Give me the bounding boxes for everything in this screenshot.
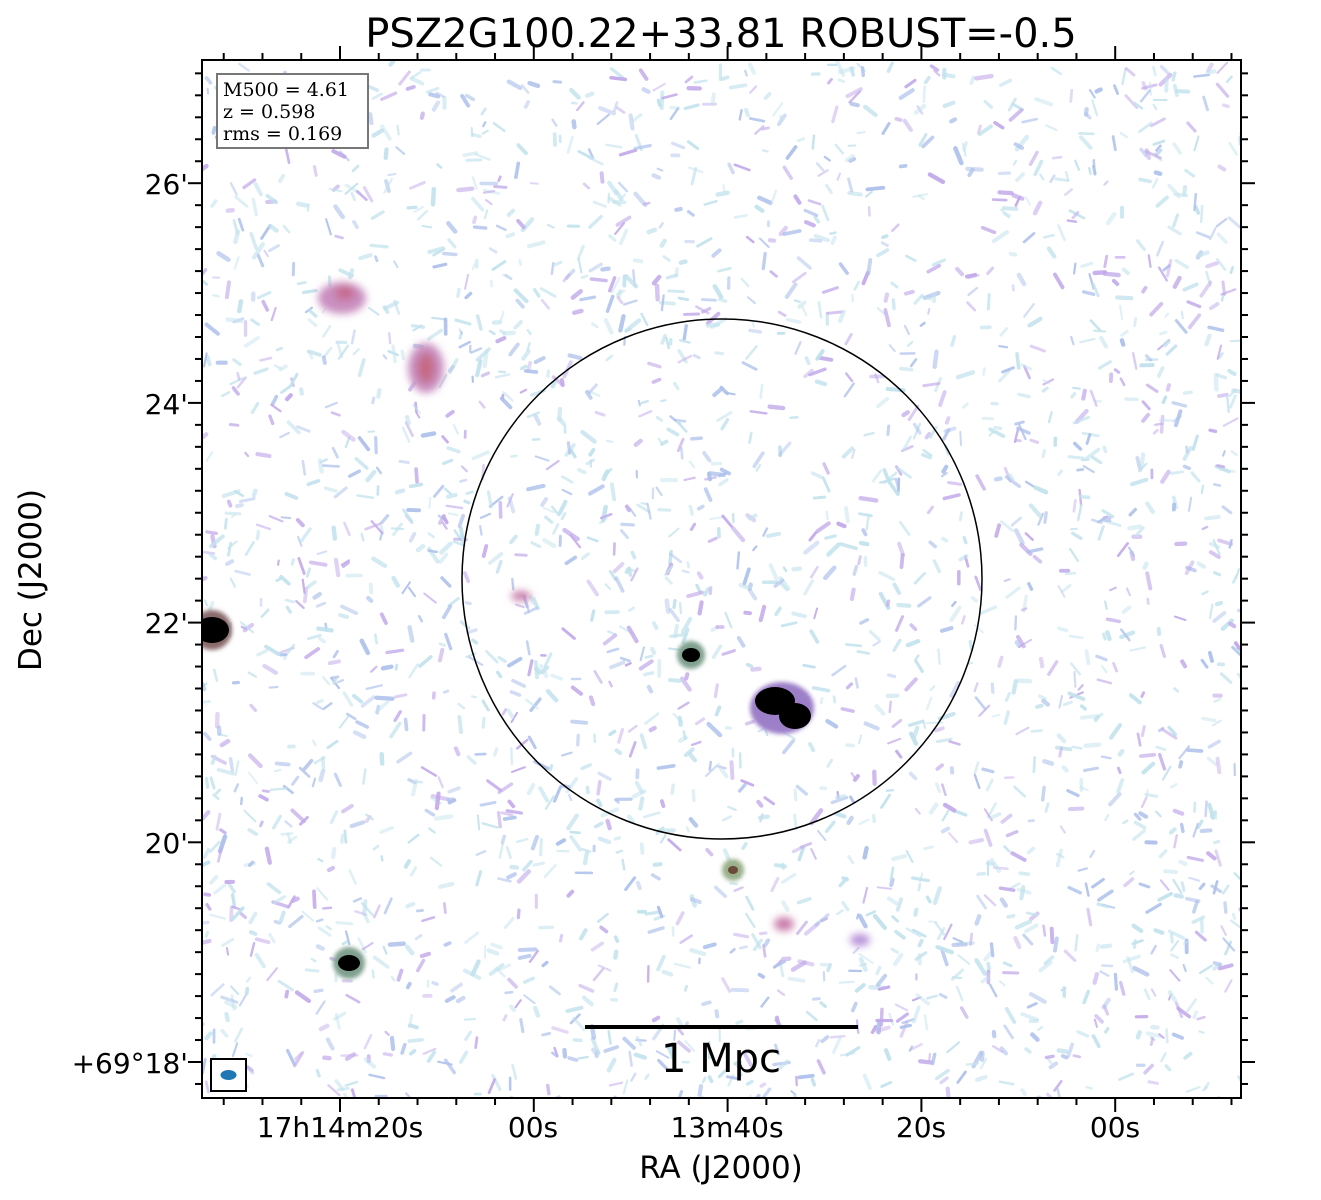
y-tick-label: 22': [145, 607, 188, 640]
scale-bar: 1 Mpc: [585, 1025, 858, 1082]
y-tick-label: 26': [145, 168, 188, 201]
info-rms: rms = 0.169: [223, 123, 342, 145]
beam-indicator: [210, 1058, 247, 1092]
compact-source-lower-left: [333, 947, 365, 979]
cluster-aperture-circle: [461, 318, 983, 840]
compact-source-center: [677, 641, 705, 669]
info-redshift: z = 0.598: [223, 101, 315, 123]
y-axis-label: Dec (J2000): [13, 489, 49, 671]
x-tick-label: 00s: [1090, 1111, 1140, 1144]
x-tick-label: 20s: [896, 1111, 946, 1144]
compact-source-below-circle: [722, 859, 744, 881]
double-source-center: [750, 682, 814, 734]
y-tick-label: 24': [145, 388, 188, 421]
map-image: [202, 60, 1241, 1098]
y-tick-labels: 26' 24' 22' 20' +69°18': [72, 168, 188, 1080]
x-tick-labels: 17h14m20s 00s 13m40s 20s 00s: [257, 1111, 1140, 1144]
y-tick-label: 20': [145, 827, 188, 860]
x-axis-label: RA (J2000): [639, 1150, 803, 1186]
scale-bar-label: 1 Mpc: [661, 1036, 781, 1082]
x-tick-label: 13m40s: [670, 1111, 783, 1144]
compact-source-left-edge: [202, 610, 232, 650]
noise-pattern: [202, 60, 1241, 1098]
x-tick-label: 17h14m20s: [257, 1111, 424, 1144]
diffuse-emission-upper-left: [318, 282, 870, 946]
info-box: M500 = 4.61 z = 0.598 rms = 0.169: [216, 73, 369, 149]
axis-ticks: [188, 46, 1255, 1112]
plot-title: PSZ2G100.22+33.81 ROBUST=-0.5: [365, 11, 1076, 57]
info-m500: M500 = 4.61: [223, 79, 349, 101]
y-tick-label: +69°18': [72, 1047, 188, 1080]
x-tick-label: 00s: [508, 1111, 558, 1144]
